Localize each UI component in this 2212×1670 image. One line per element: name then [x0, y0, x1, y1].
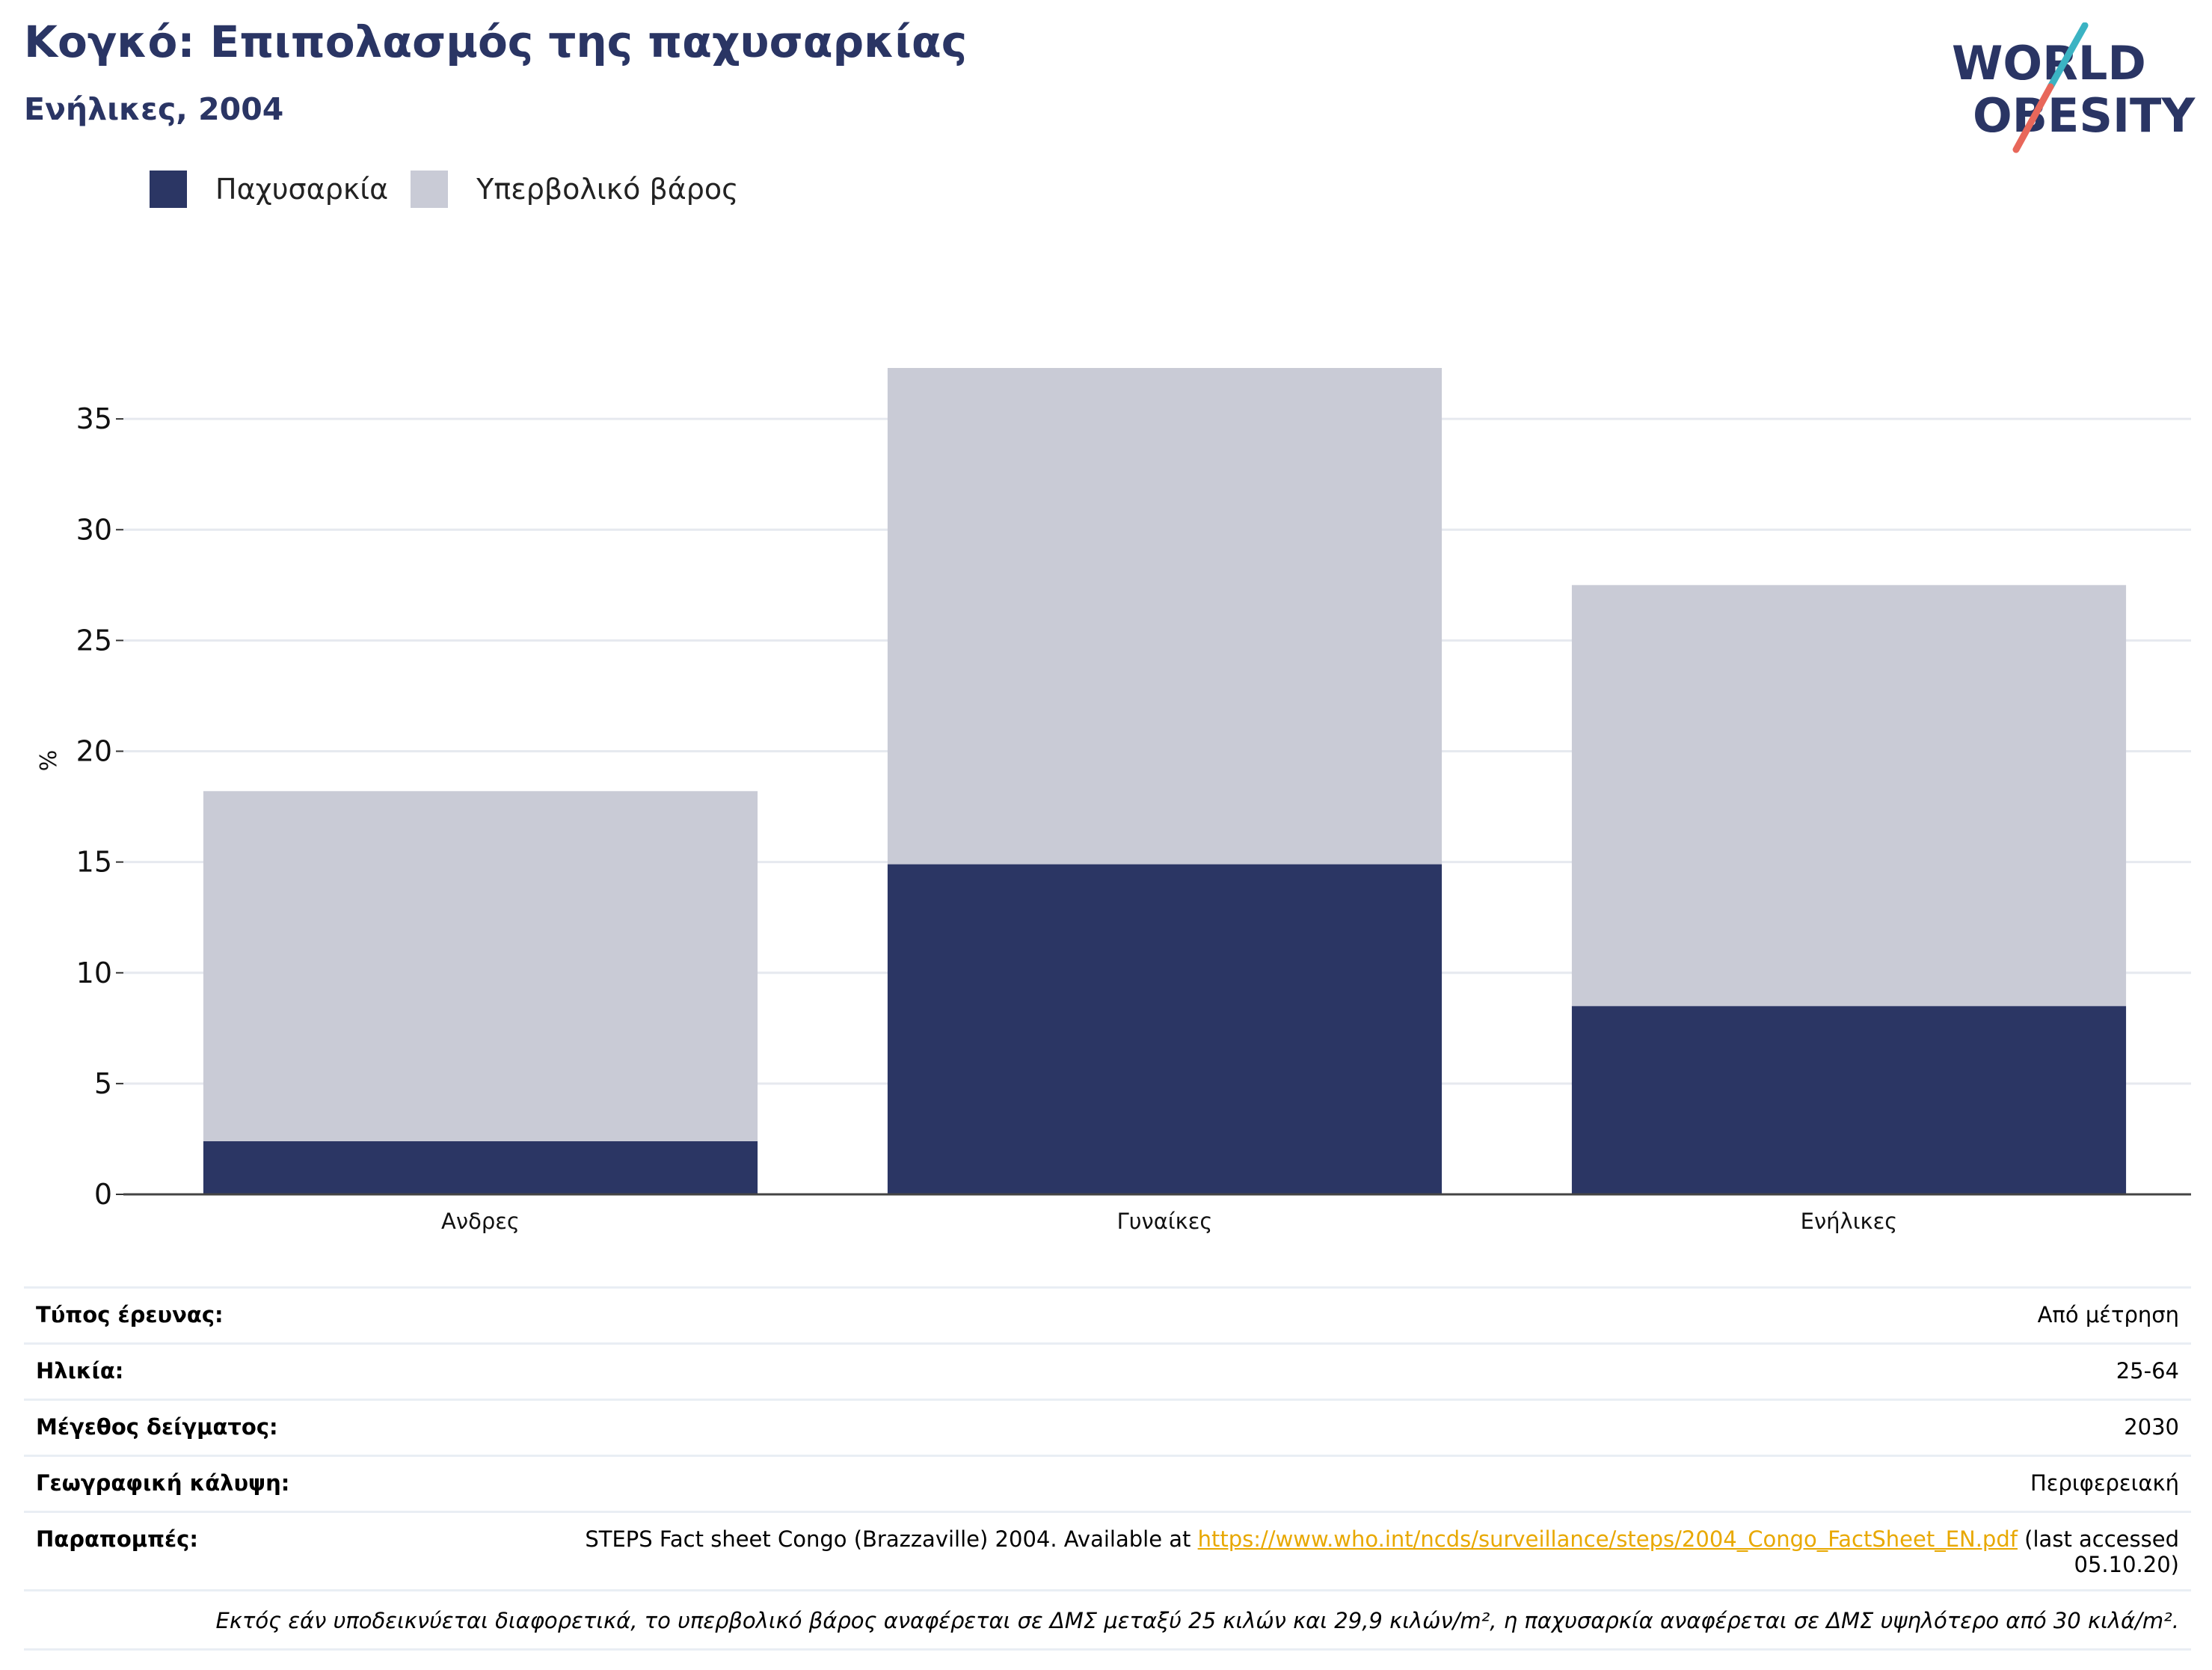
detail-value-sample-size: 2030 [2124, 1414, 2179, 1440]
bar-overweight [203, 791, 758, 1141]
y-tick-label: 15 [76, 846, 112, 879]
y-axis-label: % [36, 750, 62, 772]
detail-label-age: Ηλικία: [36, 1358, 124, 1384]
detail-value-age: 25-64 [2116, 1358, 2179, 1384]
world-obesity-logo: WORLD OBESITY [1952, 22, 2196, 153]
legend-label-overweight: Υπερβολικό βάρος [476, 173, 739, 206]
detail-value-references: STEPS Fact sheet Congo (Brazzaville) 200… [564, 1526, 2179, 1577]
y-tick-label: 25 [76, 624, 112, 657]
detail-row-coverage: Γεωγραφική κάλυψη: Περιφερειακή [24, 1455, 2191, 1511]
detail-value-coverage: Περιφερειακή [2030, 1470, 2179, 1496]
detail-row-sample-size: Μέγεθος δείγματος: 2030 [24, 1399, 2191, 1455]
logo-line1: WORLD [1952, 36, 2146, 90]
y-tick-label: 20 [76, 735, 112, 768]
detail-value-survey-type: Από μέτρηση [2037, 1302, 2179, 1327]
chart-title: Κογκό: Επιπολασμός της παχυσαρκίας [24, 16, 968, 67]
bar-overweight [1571, 585, 2127, 1007]
legend-item-overweight: Υπερβολικό βάρος [411, 171, 738, 208]
y-tick-label: 35 [76, 402, 112, 435]
x-tick-label: Γυναίκες [1117, 1209, 1213, 1234]
logo-slash-top [2047, 22, 2089, 90]
definition-note: Εκτός εάν υποδεικνύεται διαφορετικά, το … [24, 1589, 2191, 1651]
bar-obesity [887, 864, 1443, 1194]
survey-details: Τύπος έρευνας: Από μέτρηση Ηλικία: 25-64… [24, 1286, 2191, 1651]
bar-overweight [887, 368, 1443, 865]
detail-row-survey-type: Τύπος έρευνας: Από μέτρηση [24, 1286, 2191, 1342]
bar-obesity [1571, 1006, 2127, 1194]
legend-swatch-obesity [150, 171, 187, 208]
logo-slash-bottom [2012, 83, 2054, 153]
detail-row-age: Ηλικία: 25-64 [24, 1342, 2191, 1399]
x-tick-label: Ανδρες [441, 1209, 520, 1234]
y-tick-label: 0 [94, 1178, 112, 1211]
detail-label-references: Παραπομπές: [36, 1526, 198, 1552]
references-text-before: STEPS Fact sheet Congo (Brazzaville) 200… [585, 1526, 1198, 1552]
references-link[interactable]: https://www.who.int/ncds/surveillance/st… [1197, 1526, 2018, 1552]
chart-legend: Παχυσαρκία Υπερβολικό βάρος [150, 171, 761, 208]
references-text-after: (last accessed 05.10.20) [2017, 1526, 2179, 1577]
detail-label-coverage: Γεωγραφική κάλυψη: [36, 1470, 290, 1496]
detail-label-sample-size: Μέγεθος δείγματος: [36, 1414, 278, 1440]
y-tick-label: 5 [94, 1067, 112, 1100]
stacked-bar-chart: 0 5 10 15 20 25 30 35 Ανδρες Γυναίκες Ενήλικες% [36, 368, 2191, 1234]
logo-line2: OBESITY [1973, 88, 2196, 143]
legend-item-obesity: Παχυσαρκία [150, 171, 388, 208]
detail-label-survey-type: Τύπος έρευνας: [36, 1302, 224, 1327]
legend-label-obesity: Παχυσαρκία [215, 173, 389, 206]
detail-row-references: Παραπομπές: STEPS Fact sheet Congo (Braz… [24, 1511, 2191, 1589]
legend-swatch-overweight [411, 171, 449, 208]
chart-subtitle: Ενήλικες, 2004 [24, 91, 284, 127]
y-tick-label: 30 [76, 513, 112, 546]
bar-obesity [203, 1141, 758, 1194]
y-tick-label: 10 [76, 957, 112, 989]
x-tick-label: Ενήλικες [1801, 1209, 1898, 1234]
